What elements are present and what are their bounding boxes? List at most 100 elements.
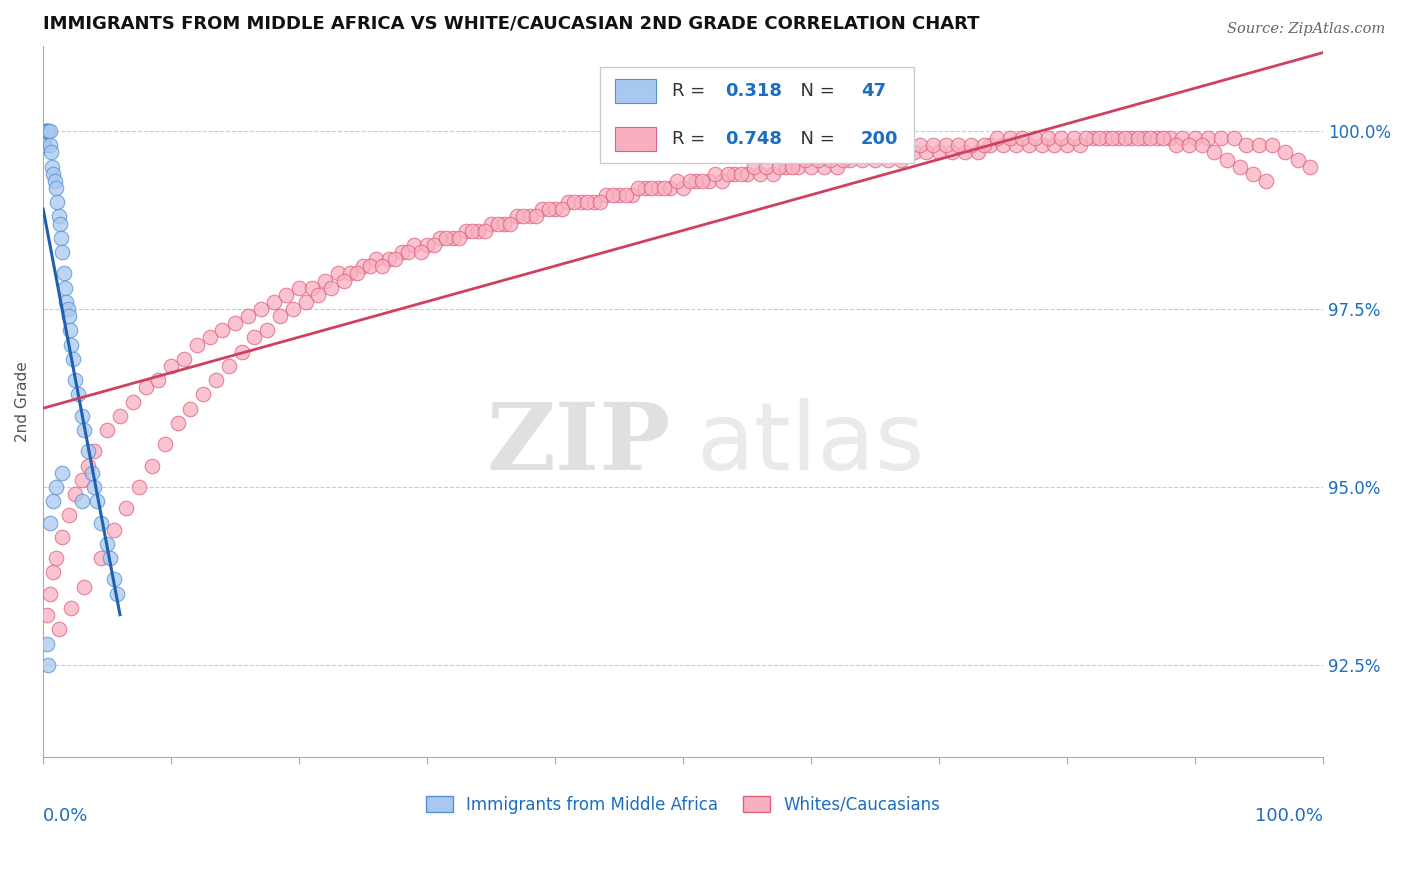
Point xyxy=(96,423,118,437)
Point xyxy=(98,551,121,566)
Point xyxy=(973,138,995,153)
Point xyxy=(179,401,201,416)
Point xyxy=(364,252,387,267)
Point xyxy=(103,523,125,537)
Point xyxy=(83,444,105,458)
Point xyxy=(37,657,59,672)
Point xyxy=(416,238,439,252)
Point xyxy=(45,480,67,494)
Point xyxy=(665,174,688,188)
Point xyxy=(998,131,1021,145)
Point xyxy=(1286,153,1309,167)
Point xyxy=(775,160,797,174)
Point xyxy=(486,217,509,231)
Point xyxy=(346,267,368,281)
Text: R =: R = xyxy=(672,130,710,148)
Point xyxy=(544,202,567,217)
Point xyxy=(512,210,534,224)
Text: IMMIGRANTS FROM MIDDLE AFRICA VS WHITE/CAUCASIAN 2ND GRADE CORRELATION CHART: IMMIGRANTS FROM MIDDLE AFRICA VS WHITE/C… xyxy=(44,15,980,33)
Text: 200: 200 xyxy=(860,130,898,148)
Text: N =: N = xyxy=(789,130,841,148)
Point xyxy=(60,337,83,351)
Point xyxy=(45,181,67,195)
Point xyxy=(288,280,311,294)
Point xyxy=(449,231,471,245)
Point xyxy=(35,636,58,650)
FancyBboxPatch shape xyxy=(616,79,657,103)
Point xyxy=(160,359,183,373)
Point xyxy=(627,181,650,195)
Point xyxy=(492,217,515,231)
Point xyxy=(1031,138,1053,153)
Point xyxy=(1133,131,1156,145)
Point xyxy=(1024,131,1046,145)
Point xyxy=(461,224,484,238)
FancyBboxPatch shape xyxy=(600,67,914,163)
Point xyxy=(333,274,356,288)
Point xyxy=(56,301,79,316)
Point xyxy=(1114,131,1136,145)
Point xyxy=(34,138,56,153)
Point xyxy=(806,153,828,167)
Point xyxy=(557,195,579,210)
Point xyxy=(434,231,457,245)
Point xyxy=(1043,138,1066,153)
Point xyxy=(948,138,970,153)
Point xyxy=(735,167,758,181)
Point xyxy=(813,160,835,174)
Point xyxy=(1234,138,1257,153)
Point xyxy=(90,551,112,566)
Point xyxy=(38,516,60,530)
Point xyxy=(1171,131,1194,145)
Point xyxy=(672,181,695,195)
Text: Source: ZipAtlas.com: Source: ZipAtlas.com xyxy=(1226,22,1385,37)
Point xyxy=(602,188,624,202)
Point xyxy=(717,167,740,181)
Point xyxy=(314,274,336,288)
Point xyxy=(953,145,976,160)
Point xyxy=(66,387,89,401)
Point xyxy=(877,153,900,167)
Point xyxy=(524,210,547,224)
Point xyxy=(70,409,93,423)
Point xyxy=(1216,153,1239,167)
Point xyxy=(38,138,60,153)
Point xyxy=(499,217,522,231)
Point xyxy=(647,181,669,195)
Point xyxy=(422,238,444,252)
Point xyxy=(73,580,96,594)
Point xyxy=(755,160,778,174)
Point xyxy=(49,231,72,245)
Point xyxy=(1094,131,1116,145)
Point xyxy=(1159,131,1181,145)
Point xyxy=(640,181,662,195)
Point xyxy=(153,437,176,451)
Point xyxy=(692,174,714,188)
Point xyxy=(48,622,70,636)
Point xyxy=(1139,131,1161,145)
Point xyxy=(659,181,682,195)
Point xyxy=(77,444,100,458)
Point xyxy=(35,608,58,623)
Point xyxy=(211,323,233,337)
Point xyxy=(198,330,221,344)
Point xyxy=(339,267,361,281)
Point xyxy=(42,167,65,181)
Point xyxy=(1209,131,1232,145)
Point xyxy=(634,181,657,195)
Point xyxy=(35,124,58,138)
Point xyxy=(479,217,502,231)
Point xyxy=(1101,131,1123,145)
Text: 100.0%: 100.0% xyxy=(1256,807,1323,825)
Point xyxy=(48,210,70,224)
Point xyxy=(52,267,75,281)
FancyBboxPatch shape xyxy=(616,127,657,151)
Point xyxy=(58,309,80,323)
Point xyxy=(1146,131,1168,145)
Point xyxy=(39,145,62,160)
Point xyxy=(1191,138,1213,153)
Point xyxy=(903,145,925,160)
Point xyxy=(935,138,957,153)
Point xyxy=(186,337,208,351)
Point xyxy=(1056,138,1078,153)
